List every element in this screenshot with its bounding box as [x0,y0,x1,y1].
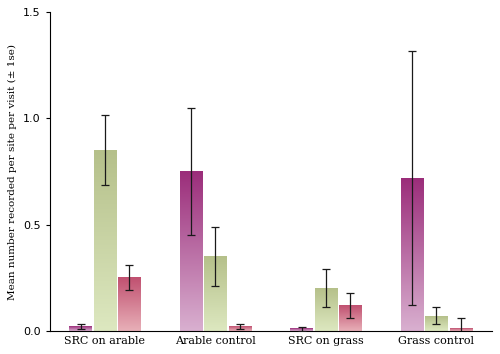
Y-axis label: Mean number recorded per site per visit (± 1se): Mean number recorded per site per visit … [8,44,18,299]
